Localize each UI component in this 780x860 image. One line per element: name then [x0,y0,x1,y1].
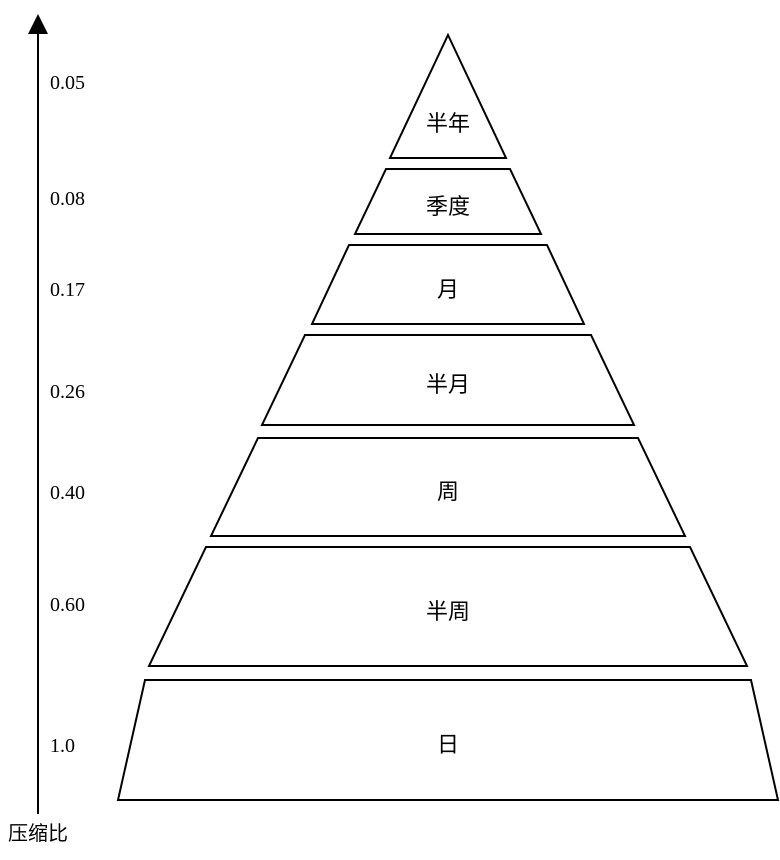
pyramid-level-label: 半年 [348,106,548,138]
pyramid-level-label: 日 [348,727,548,759]
pyramid-level-label: 季度 [348,189,548,221]
pyramid-level-shape [390,35,506,158]
pyramid-level-label: 半周 [348,594,548,626]
pyramid-level-label: 半月 [348,367,548,399]
pyramid-level-label: 月 [348,272,548,304]
pyramid-diagram: 0.050.080.170.260.400.601.0 压缩比 半年季度月半月周… [0,0,780,860]
pyramid-level-label: 周 [348,474,548,506]
